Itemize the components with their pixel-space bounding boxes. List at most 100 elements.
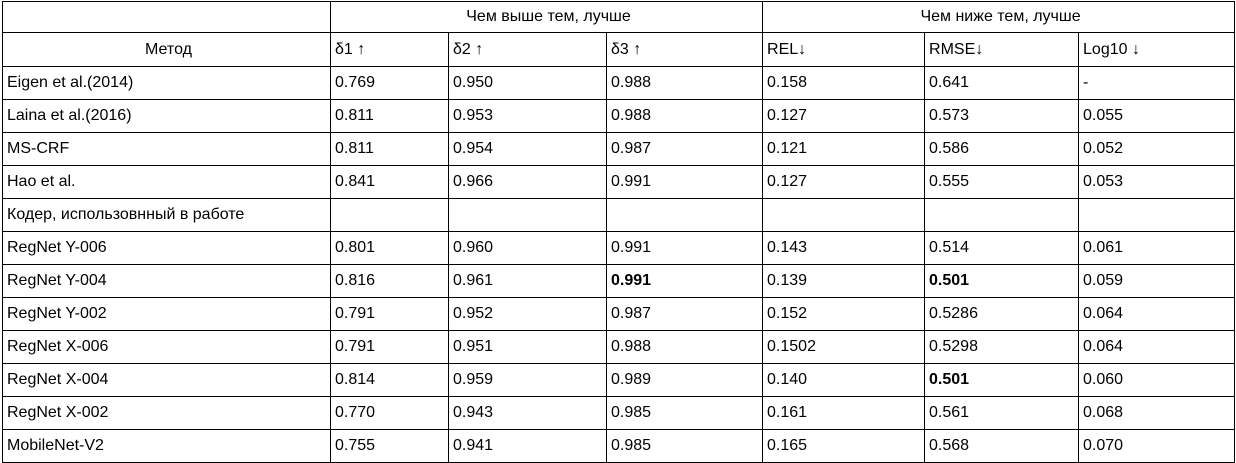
delta3-cell: 0.988 [605,99,764,133]
delta1-cell: 0.811 [330,99,449,133]
delta2-cell [448,198,607,232]
rel-cell: 0.161 [762,396,926,430]
empty-corner-cell [2,1,331,33]
delta3-column-header: δ3 ↑ [605,32,764,67]
delta1-cell: 0.770 [330,396,449,430]
rmse-cell: 0.501 [924,363,1080,397]
delta2-cell: 0.960 [448,231,607,265]
log10-cell: 0.064 [1078,297,1236,331]
log10-cell: 0.061 [1078,231,1236,265]
rel-column-header: REL↓ [762,32,926,67]
delta3-cell: 0.987 [605,297,764,331]
delta2-cell: 0.941 [448,429,607,463]
log10-cell: - [1078,66,1236,100]
log10-cell: 0.053 [1078,165,1236,199]
log10-cell: 0.059 [1078,264,1236,298]
log10-cell: 0.052 [1078,132,1236,166]
delta3-cell: 0.991 [605,165,764,199]
delta2-cell: 0.953 [448,99,607,133]
log10-cell: 0.068 [1078,396,1236,430]
delta3-cell: 0.991 [605,231,764,265]
delta3-cell: 0.991 [605,264,764,298]
rel-cell: 0.158 [762,66,926,100]
delta1-cell: 0.791 [330,330,449,364]
log10-cell: 0.070 [1078,429,1236,463]
delta1-cell [330,198,449,232]
method-cell: MS-CRF [2,132,331,166]
table-row: RegNet Y-002 0.791 0.952 0.987 0.152 0.5286 0.… [2,297,1236,331]
delta2-column-header: δ2 ↑ [448,32,607,67]
method-cell: MobileNet-V2 [2,429,331,463]
rmse-cell: 0.641 [924,66,1080,100]
method-cell: RegNet Y-002 [2,297,331,331]
rmse-cell: 0.5286 [924,297,1080,331]
rel-cell: 0.143 [762,231,926,265]
delta2-cell: 0.952 [448,297,607,331]
log10-cell: 0.060 [1078,363,1236,397]
method-cell: Eigen et al.(2014) [2,66,331,100]
method-cell: RegNet X-006 [2,330,331,364]
delta1-cell: 0.769 [330,66,449,100]
column-header-row: Метод δ1 ↑ δ2 ↑ δ3 ↑ REL↓ RMSE↓ Log10 ↓ [2,32,1236,67]
table-row: MobileNet-V2 0.755 0.941 0.985 0.165 0.568 0.0… [2,429,1236,463]
delta3-cell: 0.988 [605,66,764,100]
delta2-cell: 0.943 [448,396,607,430]
rel-cell: 0.152 [762,297,926,331]
rmse-cell: 0.5298 [924,330,1080,364]
rmse-cell [924,198,1080,232]
method-cell: Кодер, использовнный в работе [2,198,331,232]
delta1-cell: 0.841 [330,165,449,199]
delta1-cell: 0.755 [330,429,449,463]
rel-cell: 0.1502 [762,330,926,364]
table-row: RegNet X-004 0.814 0.959 0.989 0.140 0.501 0.0… [2,363,1236,397]
rmse-cell: 0.514 [924,231,1080,265]
rel-cell: 0.139 [762,264,926,298]
table-row: Eigen et al.(2014) 0.769 0.950 0.988 0.158 0.… [2,66,1236,100]
delta1-cell: 0.814 [330,363,449,397]
table-body: Eigen et al.(2014) 0.769 0.950 0.988 0.158 0.… [2,66,1236,463]
delta1-cell: 0.811 [330,132,449,166]
delta2-cell: 0.966 [448,165,607,199]
rel-cell: 0.140 [762,363,926,397]
log10-column-header: Log10 ↓ [1078,32,1236,67]
delta3-cell [605,198,764,232]
delta2-cell: 0.959 [448,363,607,397]
rmse-cell: 0.586 [924,132,1080,166]
rmse-cell: 0.573 [924,99,1080,133]
delta3-cell: 0.987 [605,132,764,166]
table-row: Hao et al. 0.841 0.966 0.991 0.127 0.555 0.053 [2,165,1236,199]
method-cell: RegNet Y-006 [2,231,331,265]
method-cell: RegNet X-004 [2,363,331,397]
delta2-cell: 0.951 [448,330,607,364]
rel-cell: 0.127 [762,165,926,199]
delta2-cell: 0.954 [448,132,607,166]
rel-cell: 0.127 [762,99,926,133]
rel-cell [762,198,926,232]
delta1-cell: 0.791 [330,297,449,331]
table-row: Кодер, использовнный в работе [2,198,1236,232]
rel-cell: 0.121 [762,132,926,166]
delta1-cell: 0.801 [330,231,449,265]
rel-cell: 0.165 [762,429,926,463]
table-row: MS-CRF 0.811 0.954 0.987 0.121 0.586 0.052 [2,132,1236,166]
higher-better-header: Чем выше тем, лучше [329,1,764,33]
table-row: RegNet Y-006 0.801 0.960 0.991 0.143 0.514 0.0… [2,231,1236,265]
delta1-column-header: δ1 ↑ [330,32,449,67]
rmse-column-header: RMSE↓ [924,32,1080,67]
method-cell: RegNet X-002 [2,396,331,430]
rmse-cell: 0.568 [924,429,1080,463]
table-row: Laina et al.(2016) 0.811 0.953 0.988 0.127 0… [2,99,1236,133]
delta3-cell: 0.989 [605,363,764,397]
lower-better-header: Чем ниже тем, лучше [762,1,1236,33]
delta2-cell: 0.950 [448,66,607,100]
method-cell: Hao et al. [2,165,331,199]
method-cell: RegNet Y-004 [2,264,331,298]
delta1-cell: 0.816 [330,264,449,298]
rmse-cell: 0.555 [924,165,1080,199]
delta3-cell: 0.985 [605,429,764,463]
delta3-cell: 0.988 [605,330,764,364]
method-cell: Laina et al.(2016) [2,99,331,133]
delta3-cell: 0.985 [605,396,764,430]
table-row: RegNet X-002 0.770 0.943 0.985 0.161 0.561 0.0… [2,396,1236,430]
